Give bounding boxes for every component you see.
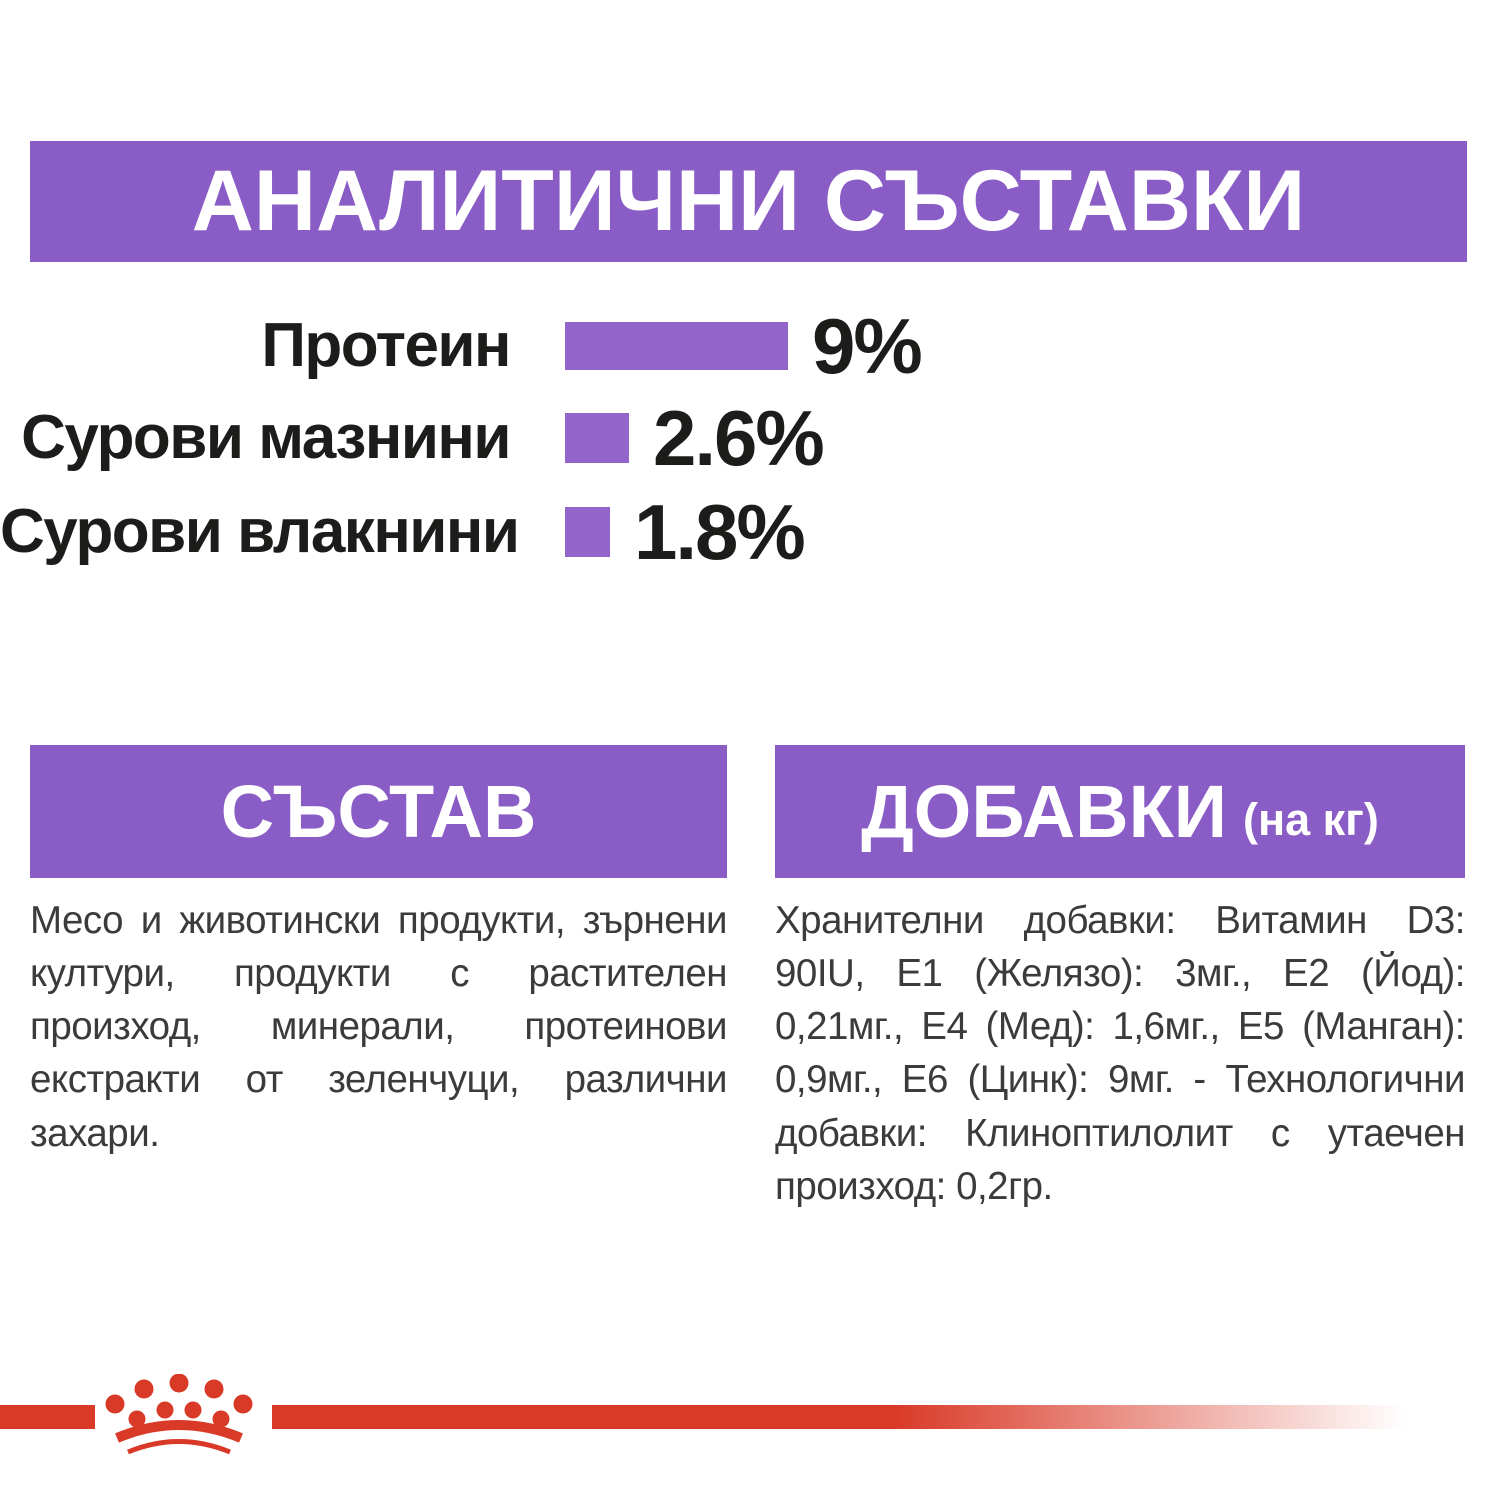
composition-body: Месо и животински продукти, зърнени култ…: [30, 899, 728, 1155]
royal-canin-crown-icon: [105, 1374, 253, 1455]
crude-fat-bar: [565, 413, 629, 463]
page-title: АНАЛИТИЧНИ СЪСТАВКИ: [191, 153, 1306, 249]
chart-row-crude-fibre: Сурови влакнини 1.8%: [0, 493, 806, 571]
brand-line-right: [272, 1405, 1405, 1429]
crude-fibre-value: 1.8%: [634, 488, 806, 576]
chart-label-crude-fibre: Сурови влакнини: [0, 497, 520, 566]
additives-title-suffix: (на кг): [1242, 793, 1379, 845]
additives-section: ДОБАВКИ (на кг) Хранителни добавки: Вита…: [775, 745, 1466, 1213]
crude-fibre-bar: [565, 507, 610, 557]
additives-title: ДОБАВКИ: [861, 770, 1227, 853]
crude-fat-value: 2.6%: [653, 394, 825, 482]
protein-value: 9%: [812, 302, 923, 390]
additives-body: Хранителни добавки: Витамин D3: 90IU, Е1…: [775, 899, 1466, 1208]
chart-label-crude-fat: Сурови мазнини: [21, 403, 511, 472]
composition-banner: СЪСТАВ: [30, 745, 727, 878]
protein-bar: [565, 322, 788, 370]
composition-section: СЪСТАВ Месо и животински продукти, зърне…: [30, 745, 728, 1160]
brand-line-left: [0, 1405, 95, 1429]
chart-row-protein: Протеин 9%: [0, 307, 922, 385]
chart-label-protein: Протеин: [261, 311, 511, 380]
chart-row-crude-fat: Сурови мазнини 2.6%: [0, 399, 825, 477]
composition-title: СЪСТАВ: [220, 770, 537, 853]
additives-banner: ДОБАВКИ (на кг): [775, 745, 1465, 878]
header-banner: АНАЛИТИЧНИ СЪСТАВКИ: [30, 141, 1467, 262]
